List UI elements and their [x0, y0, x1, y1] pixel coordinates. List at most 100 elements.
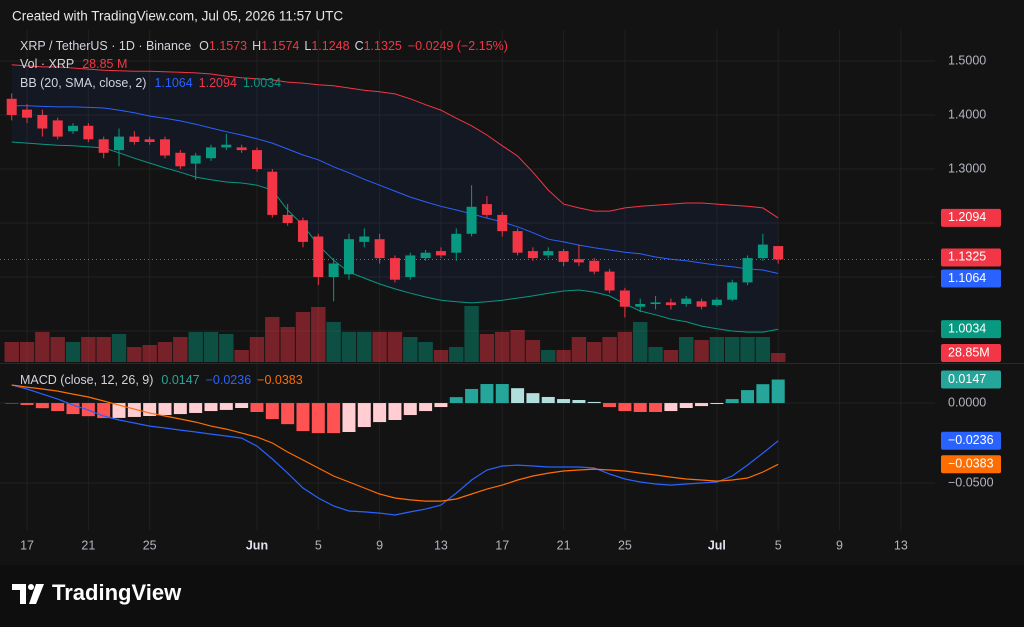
- macd-histogram-bar: [265, 403, 279, 420]
- bb-lower-badge-label: 1.0034: [948, 321, 986, 335]
- candle-body: [129, 136, 140, 142]
- legend-item: 0.0147: [161, 373, 199, 387]
- candle-body: [313, 236, 324, 278]
- macd-histogram-bar: [511, 388, 525, 404]
- volume-bar: [111, 334, 127, 362]
- legend-item: 1.1573: [209, 39, 247, 53]
- x-tick-label: 5: [775, 538, 782, 552]
- y2-tick-label: 0.0000: [948, 395, 986, 409]
- legend-volume: Vol · XRP 28.85 M: [20, 57, 127, 71]
- macd-histogram-bar: [173, 403, 187, 415]
- macd-histogram-bar: [480, 384, 494, 404]
- x-tick-label: 9: [376, 538, 383, 552]
- volume-bar: [648, 346, 663, 362]
- macd-histogram-bar: [541, 396, 555, 404]
- candle-body: [573, 259, 584, 263]
- volume-bar: [280, 326, 295, 362]
- macd-histogram-bar: [434, 403, 448, 408]
- volume-bar: [127, 346, 142, 362]
- legend-item: −0.0383: [257, 373, 303, 387]
- y-tick-label: 1.3000: [948, 161, 986, 175]
- macd-histogram-bar: [771, 379, 785, 404]
- macd-histogram-bar: [250, 403, 264, 413]
- volume-badge: [941, 343, 1001, 362]
- last-price-badge: [941, 248, 1001, 267]
- bb-upper-badge: [941, 208, 1001, 227]
- volume-bar: [449, 346, 464, 362]
- candle-body: [83, 125, 94, 140]
- legend-item: 1.2094: [199, 76, 237, 90]
- legend-bb: BB (20, SMA, close, 2) 1.1064 1.2094 1.0034: [20, 76, 281, 90]
- bb-lower-line: [11, 141, 779, 333]
- footer-band: [0, 565, 1024, 627]
- volume-bar: [50, 337, 65, 362]
- volume-badge-label: 28.85M: [948, 345, 990, 359]
- legend-item: O: [199, 39, 209, 53]
- x-tick-label: 25: [618, 538, 632, 552]
- y-tick-label: 1.4000: [948, 107, 986, 121]
- candle-body: [543, 251, 554, 256]
- macd-histogram-bar: [112, 403, 126, 418]
- macd-histogram-bar: [51, 403, 65, 412]
- x-tick-label: 13: [894, 538, 908, 552]
- x-tick-label: 13: [434, 538, 448, 552]
- legend-macd: MACD (close, 12, 26, 9) 0.0147 −0.0236 −0.0…: [20, 373, 303, 387]
- candle-body: [665, 302, 676, 306]
- candle-body: [742, 258, 753, 283]
- macd-badge-label: −0.0236: [948, 433, 994, 447]
- bb-upper-badge-label: 1.2094: [948, 210, 986, 224]
- volume-bar: [587, 342, 602, 362]
- signal-badge: [941, 455, 1001, 474]
- bb-basis-badge: [941, 269, 1001, 288]
- macd-histogram-bar: [127, 403, 141, 417]
- candle-body: [451, 233, 462, 253]
- x-tick-label: 5: [315, 538, 322, 552]
- macd-histogram-bar: [388, 403, 402, 420]
- volume-bar: [173, 337, 188, 362]
- candle-body: [389, 258, 400, 280]
- candle-body: [757, 244, 768, 259]
- macd-histogram-bar: [710, 403, 724, 405]
- histogram-badge-label: 0.0147: [948, 372, 986, 386]
- macd-histogram-bar: [158, 403, 172, 416]
- volume-bar: [510, 329, 525, 362]
- bb-upper-line: [11, 64, 779, 219]
- legend-item: 28.85 M: [82, 57, 127, 71]
- volume-bar: [663, 349, 679, 362]
- volume-bar: [418, 342, 433, 362]
- macd-histogram-bar: [526, 393, 540, 404]
- volume-bar: [602, 337, 617, 362]
- candle-body: [6, 98, 17, 115]
- macd-histogram-bar: [235, 403, 249, 409]
- candle-body: [466, 206, 477, 234]
- volume-bar: [157, 342, 173, 362]
- legend-item: XRP / TetherUS · 1D · Binance: [20, 39, 191, 53]
- candle-body: [297, 220, 308, 242]
- logo-slash: [29, 584, 44, 604]
- bb-fill: [11, 64, 779, 333]
- volume-bar: [311, 306, 326, 362]
- macd-histogram-bar: [66, 403, 80, 415]
- legend-item: 1.1325: [364, 39, 402, 53]
- candle-body: [190, 155, 201, 164]
- x-tick-label: 21: [557, 538, 571, 552]
- volume-bar: [249, 337, 265, 362]
- volume-bar: [403, 337, 418, 362]
- macd-histogram-bar: [327, 403, 341, 434]
- macd-histogram-bar: [403, 403, 417, 416]
- macd-histogram-bar: [311, 403, 325, 434]
- volume-bar: [234, 349, 249, 362]
- candle-body: [374, 239, 385, 259]
- macd-histogram-bar: [649, 403, 663, 413]
- legend-item: H: [252, 39, 261, 53]
- volume-bar: [740, 337, 755, 362]
- macd-histogram-bar: [449, 397, 463, 404]
- candle-body: [681, 298, 692, 305]
- candle-body: [52, 120, 63, 137]
- volume-bar: [709, 337, 725, 362]
- macd-histogram-bar: [664, 403, 678, 412]
- volume-bar: [372, 331, 387, 362]
- candle-body: [98, 139, 109, 153]
- macd-histogram-bar: [5, 403, 19, 404]
